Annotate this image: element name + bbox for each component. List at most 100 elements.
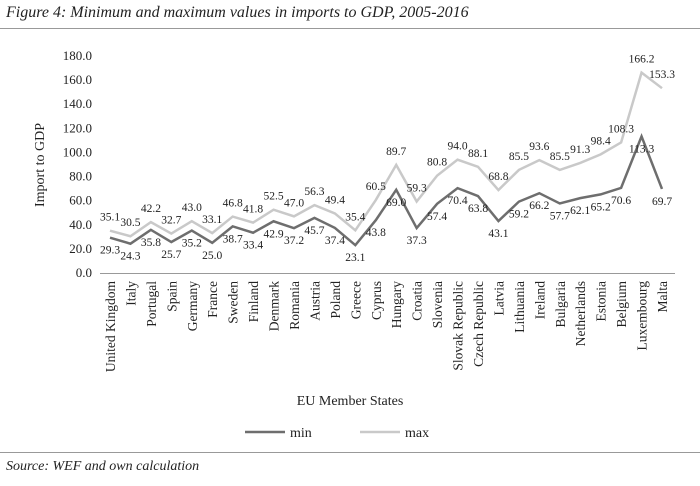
x-tick-label: Bulgaria: [553, 281, 568, 328]
y-tick-label: 100.0: [63, 144, 92, 159]
data-label-max: 41.8: [243, 204, 263, 216]
data-label-min: 29.3: [100, 245, 120, 257]
data-label-min: 37.3: [407, 235, 427, 247]
data-label-min: 38.7: [223, 233, 243, 245]
y-tick-label: 40.0: [69, 217, 92, 232]
y-tick-label: 140.0: [63, 96, 92, 111]
data-label-min: 33.4: [243, 240, 263, 252]
x-tick-label: Poland: [328, 281, 343, 319]
data-label-min: 70.6: [611, 195, 631, 207]
y-tick-label: 0.0: [76, 265, 92, 280]
y-tick-label: 80.0: [69, 169, 92, 184]
bottom-rule: [0, 452, 700, 453]
x-tick-label: Latvia: [491, 281, 506, 315]
data-label-max: 68.8: [488, 171, 508, 183]
data-label-max: 32.7: [161, 215, 181, 227]
x-tick-label: Italy: [123, 281, 138, 306]
data-label-min: 113.3: [629, 143, 655, 155]
data-label-min: 57.7: [550, 210, 570, 222]
data-label-min: 25.7: [161, 249, 181, 261]
data-label-max: 98.4: [591, 135, 611, 147]
data-label-max: 85.5: [550, 151, 570, 163]
x-tick-label: Finland: [246, 281, 261, 323]
x-axis-title: EU Member States: [297, 394, 404, 409]
x-tick-label: United Kingdom: [103, 281, 118, 373]
data-label-max: 153.3: [649, 69, 675, 81]
x-tick-label: Hungary: [389, 281, 404, 328]
data-label-min: 57.4: [427, 211, 447, 223]
legend-label-min: min: [290, 426, 312, 441]
data-label-min: 35.2: [182, 238, 202, 250]
data-label-max: 42.2: [141, 203, 161, 215]
data-label-max: 43.0: [182, 202, 202, 214]
x-tick-label: Germany: [185, 281, 200, 331]
source-note: Source: WEF and own calculation: [6, 459, 200, 474]
data-label-min: 23.1: [345, 252, 365, 264]
data-label-max: 52.5: [263, 191, 283, 203]
x-tick-label: Greece: [348, 281, 363, 319]
x-tick-label: Luxembourg: [635, 281, 650, 351]
data-label-min: 66.2: [529, 200, 549, 212]
data-label-max: 91.3: [570, 144, 590, 156]
data-label-max: 46.8: [223, 198, 243, 210]
y-tick-label: 180.0: [63, 48, 92, 63]
data-label-max: 30.5: [120, 217, 140, 229]
data-label-max: 47.0: [284, 197, 304, 209]
data-label-max: 33.1: [202, 214, 222, 226]
y-tick-label: 60.0: [69, 193, 92, 208]
x-tick-label: Belgium: [614, 281, 629, 328]
x-tick-label: Malta: [655, 281, 670, 313]
data-label-min: 37.2: [284, 235, 304, 247]
x-tick-label: Austria: [307, 281, 322, 321]
x-tick-label: Estonia: [594, 281, 609, 322]
data-label-max: 59.3: [407, 183, 427, 195]
legend-label-max: max: [405, 426, 429, 441]
x-tick-label: France: [205, 281, 220, 318]
y-axis-title: Import to GDP: [33, 123, 48, 207]
x-tick-label: Ireland: [532, 281, 547, 319]
data-label-max: 94.0: [447, 141, 467, 153]
data-label-max: 108.3: [608, 123, 634, 135]
x-tick-label: Cyprus: [369, 281, 384, 320]
x-tick-label: Slovenia: [430, 281, 445, 328]
series-line-max: [109, 70, 663, 238]
data-label-min: 42.9: [263, 228, 283, 240]
series-line-min: [109, 132, 664, 247]
data-label-max: 85.5: [509, 151, 529, 163]
data-label-min: 45.7: [304, 225, 324, 237]
x-tick-label: Lithuania: [512, 281, 527, 333]
y-tick-label: 160.0: [63, 72, 92, 87]
data-label-min: 69.7: [652, 196, 672, 208]
x-tick-label: Sweden: [226, 281, 241, 324]
x-tick-label: Czech Republic: [471, 281, 486, 367]
data-label-max: 89.7: [386, 146, 406, 158]
data-label-max: 80.8: [427, 157, 447, 169]
x-tick-label: Netherlands: [573, 281, 588, 346]
x-tick-label: Slovak Republic: [451, 281, 466, 371]
data-label-min: 43.8: [366, 227, 386, 239]
chart-title: Figure 4: Minimum and maximum values in …: [6, 4, 469, 21]
data-label-min: 62.1: [570, 205, 590, 217]
y-tick-label: 120.0: [63, 120, 92, 135]
data-label-min: 37.4: [325, 235, 345, 247]
x-tick-label: Portugal: [144, 281, 159, 327]
data-label-min: 70.4: [447, 195, 467, 207]
x-tick-label: Denmark: [267, 281, 282, 331]
x-tick-label: Romania: [287, 281, 302, 330]
data-label-max: 56.3: [304, 186, 324, 198]
data-label-min: 43.1: [488, 228, 508, 240]
data-label-max: 49.4: [325, 194, 345, 206]
data-label-min: 24.3: [120, 251, 140, 263]
data-label-max: 35.4: [345, 211, 365, 223]
y-tick-label: 20.0: [69, 241, 92, 256]
data-label-min: 65.2: [591, 201, 611, 213]
data-label-min: 35.8: [141, 237, 161, 249]
data-label-min: 25.0: [202, 250, 222, 262]
data-label-max: 166.2: [629, 54, 655, 66]
x-tick-label: Croatia: [410, 281, 425, 321]
x-tick-label: Spain: [164, 281, 179, 312]
data-label-max: 35.1: [100, 212, 120, 224]
data-label-min: 63.8: [468, 203, 488, 215]
data-label-max: 60.5: [366, 181, 386, 193]
